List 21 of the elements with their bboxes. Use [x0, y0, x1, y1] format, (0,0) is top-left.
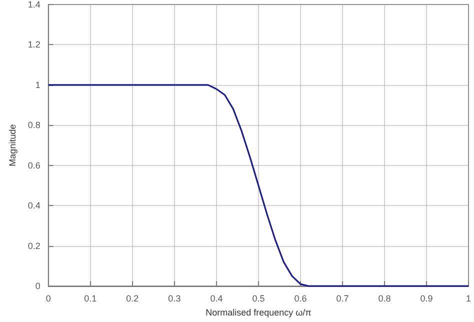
y-tick-label: 0.4: [28, 200, 40, 211]
x-tick-label: 1: [466, 294, 472, 304]
x-tick-label: 0.7: [336, 294, 349, 304]
y-tick-label: 0.2: [28, 240, 40, 251]
x-tick-label: 0.6: [294, 294, 307, 304]
y-tick-label: 0: [35, 281, 40, 292]
y-tick-label: 1: [35, 80, 40, 90]
x-tick-label: 0.9: [420, 294, 433, 304]
x-tick-label: 0: [46, 294, 51, 304]
x-tick-label: 0.2: [126, 294, 139, 304]
x-tick-label: 0.3: [168, 294, 181, 304]
x-tick-label: 0.5: [252, 294, 265, 304]
x-tick-label: 0.4: [210, 294, 223, 304]
x-tick-label: 0.1: [84, 294, 97, 304]
x-tick-label: 0.8: [378, 294, 391, 304]
x-axis-title: Normalised frequency ω/π: [206, 308, 312, 318]
y-tick-label: 0.6: [28, 160, 40, 170]
y-tick-label: 1.4: [28, 0, 40, 10]
y-tick-label: 1.2: [28, 40, 40, 50]
y-axis-title: Magnitude: [8, 124, 18, 166]
y-tick-label: 0.8: [28, 120, 40, 130]
